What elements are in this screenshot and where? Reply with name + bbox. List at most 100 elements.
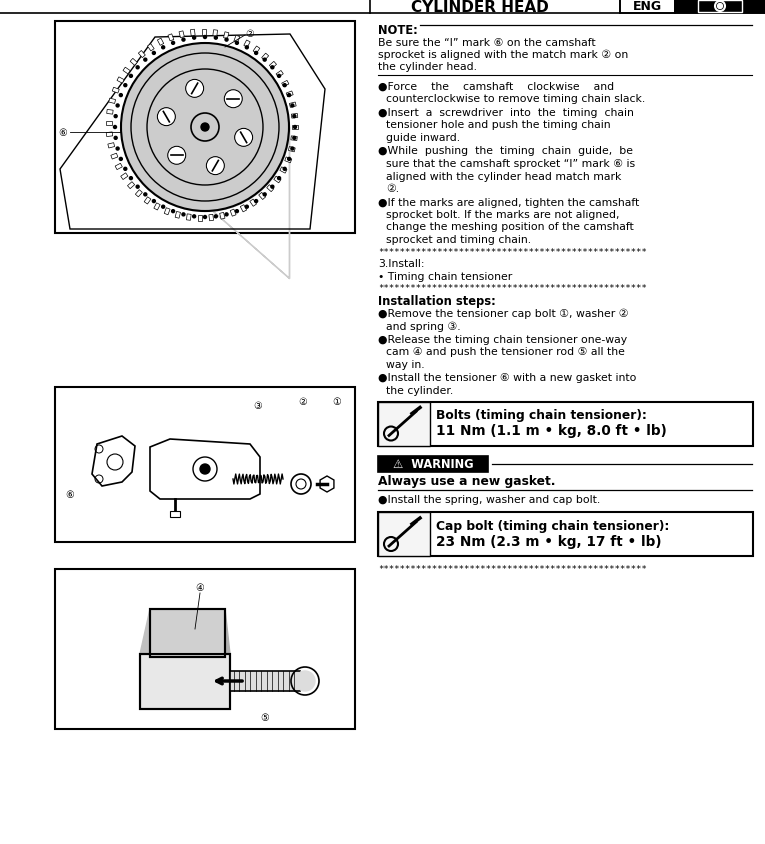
Text: ●Release the timing chain tensioner one-way: ●Release the timing chain tensioner one-…	[378, 334, 627, 344]
Bar	[202, 30, 206, 36]
Bar	[55, 22, 355, 234]
Text: ④: ④	[196, 582, 204, 592]
Circle shape	[718, 4, 722, 9]
Text: Always use a new gasket.: Always use a new gasket.	[378, 475, 555, 488]
Bar	[55, 387, 355, 543]
Circle shape	[203, 36, 207, 40]
Circle shape	[168, 147, 186, 165]
Bar	[112, 88, 119, 94]
Bar	[230, 210, 236, 217]
Circle shape	[124, 168, 127, 171]
Circle shape	[129, 75, 132, 78]
Text: guide inward.: guide inward.	[386, 133, 460, 143]
Bar	[288, 148, 295, 153]
Bar	[106, 133, 112, 138]
Circle shape	[119, 158, 122, 161]
Bar	[130, 59, 137, 66]
Text: sprocket is aligned with the match mark ② on: sprocket is aligned with the match mark …	[378, 50, 628, 60]
Bar	[128, 182, 135, 189]
Text: ⑤: ⑤	[261, 712, 269, 722]
Text: ●While  pushing  the  timing  chain  guide,  be: ●While pushing the timing chain guide, b…	[378, 146, 633, 156]
Text: ⑥: ⑥	[59, 127, 67, 138]
Circle shape	[278, 177, 281, 181]
Bar	[286, 92, 293, 98]
Text: sure that the camshaft sprocket “I” mark ⑥ is: sure that the camshaft sprocket “I” mark…	[386, 159, 635, 169]
Text: Bolts (timing chain tensioner):: Bolts (timing chain tensioner):	[436, 409, 647, 422]
Circle shape	[136, 186, 139, 189]
Text: way in.: way in.	[386, 360, 425, 370]
Circle shape	[246, 46, 249, 50]
Bar	[620, 0, 675, 14]
Circle shape	[144, 193, 147, 197]
Bar	[292, 126, 298, 130]
Text: tensioner hole and push the timing chain: tensioner hole and push the timing chain	[386, 121, 610, 130]
Circle shape	[203, 216, 207, 219]
Text: Cap bolt (timing chain tensioner):: Cap bolt (timing chain tensioner):	[436, 519, 669, 533]
Circle shape	[158, 109, 175, 127]
Bar	[116, 164, 122, 170]
Bar	[698, 1, 742, 13]
Bar	[140, 654, 230, 709]
Circle shape	[246, 206, 249, 209]
Bar	[244, 41, 250, 48]
Bar	[106, 111, 113, 115]
Bar	[144, 197, 151, 205]
Circle shape	[291, 148, 294, 151]
Circle shape	[288, 158, 291, 161]
Circle shape	[224, 90, 243, 109]
Text: ENG: ENG	[633, 1, 662, 14]
Bar	[274, 177, 281, 184]
Circle shape	[186, 80, 203, 98]
Bar	[378, 512, 753, 556]
Bar	[262, 54, 269, 62]
Circle shape	[129, 177, 132, 181]
Bar	[209, 215, 213, 221]
Bar	[179, 32, 184, 39]
Bar	[175, 212, 181, 219]
Bar	[267, 186, 274, 192]
Bar	[378, 456, 488, 472]
Bar	[289, 103, 296, 108]
Circle shape	[295, 671, 315, 691]
Circle shape	[235, 129, 252, 147]
Bar	[213, 30, 217, 37]
Circle shape	[182, 214, 185, 217]
Bar	[170, 511, 180, 517]
Text: ●Force    the    camshaft    clockwise    and: ●Force the camshaft clockwise and	[378, 82, 614, 92]
Circle shape	[263, 59, 266, 62]
Bar	[109, 99, 116, 105]
Text: ⚠  WARNING: ⚠ WARNING	[392, 457, 474, 470]
Bar	[220, 214, 225, 220]
Circle shape	[124, 84, 127, 88]
Text: ⑥: ⑥	[66, 490, 74, 500]
Bar	[269, 62, 276, 69]
Bar	[378, 512, 430, 556]
Circle shape	[152, 52, 155, 56]
Bar	[234, 36, 239, 43]
Bar	[276, 72, 283, 78]
Text: sprocket and timing chain.: sprocket and timing chain.	[386, 235, 531, 245]
Text: **************************************************: ****************************************…	[378, 284, 646, 293]
Bar	[55, 570, 355, 729]
Text: **************************************************: ****************************************…	[378, 248, 646, 257]
Bar	[150, 609, 225, 657]
Text: change the meshing position of the camshaft: change the meshing position of the camsh…	[386, 222, 633, 232]
Circle shape	[193, 215, 196, 219]
Text: ①: ①	[333, 397, 341, 407]
Text: 3.Install:: 3.Install:	[378, 259, 425, 269]
Circle shape	[214, 37, 217, 41]
Circle shape	[116, 105, 119, 108]
Circle shape	[288, 95, 291, 97]
Circle shape	[225, 214, 228, 217]
Bar	[117, 78, 124, 84]
Text: NOTE:: NOTE:	[378, 24, 418, 37]
Bar	[198, 216, 202, 222]
Circle shape	[294, 127, 297, 129]
Text: 11 Nm (1.1 m • kg, 8.0 ft • lb): 11 Nm (1.1 m • kg, 8.0 ft • lb)	[436, 424, 667, 438]
Circle shape	[152, 200, 155, 203]
Bar	[106, 122, 112, 126]
Circle shape	[144, 59, 147, 62]
Text: 23 Nm (2.3 m • kg, 17 ft • lb): 23 Nm (2.3 m • kg, 17 ft • lb)	[436, 534, 662, 549]
Bar	[259, 193, 265, 200]
Text: cam ④ and push the tensioner rod ⑤ all the: cam ④ and push the tensioner rod ⑤ all t…	[386, 347, 625, 357]
